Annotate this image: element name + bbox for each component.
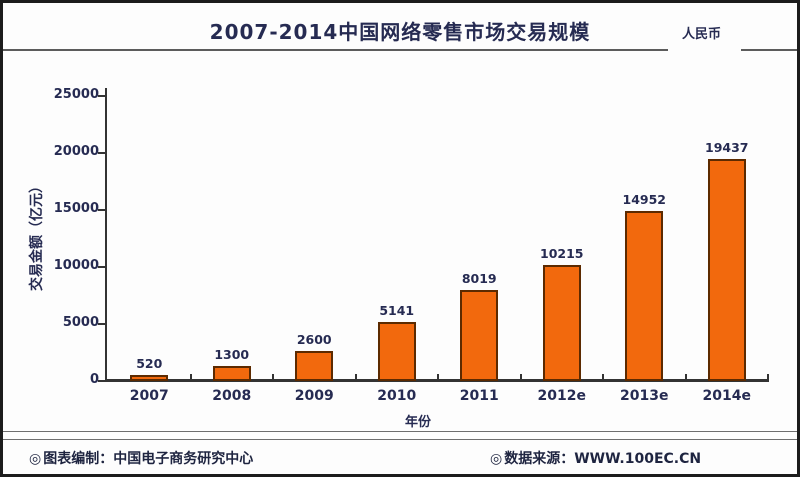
title-separator-right xyxy=(741,49,797,51)
footer-source: ◎ 数据来源：WWW.100EC.CN xyxy=(490,448,701,468)
bar-value-label: 10215 xyxy=(540,246,584,261)
y-axis-tick xyxy=(98,152,105,154)
y-axis-tick xyxy=(98,380,105,382)
y-axis-tick xyxy=(98,209,105,211)
y-axis-tick-label: 25000 xyxy=(53,87,99,102)
copyright-icon: ◎ xyxy=(29,451,42,467)
bar xyxy=(130,375,169,381)
title-band: 2007-2014中国网络零售市场交易规模 人民币 xyxy=(3,3,797,49)
y-axis-tick xyxy=(98,266,105,268)
title-separator-left xyxy=(3,49,668,51)
bar-value-label: 14952 xyxy=(622,192,667,207)
y-axis-tick-label: 10000 xyxy=(53,258,99,273)
bar-value-label: 1300 xyxy=(214,347,250,362)
x-axis-tick xyxy=(767,374,769,379)
bar-value-label: 19437 xyxy=(705,140,749,155)
x-category-label: 2010 xyxy=(377,388,417,404)
bar-value-label: 8019 xyxy=(461,271,497,286)
y-axis-tick xyxy=(98,95,105,97)
source-icon: ◎ xyxy=(490,451,503,467)
bar-value-label: 2600 xyxy=(296,332,332,347)
x-category-label: 2008 xyxy=(212,388,252,404)
bar xyxy=(212,366,251,381)
x-category-label: 2014e xyxy=(702,388,751,404)
x-category-label: 2012e xyxy=(537,388,586,404)
bar xyxy=(377,322,416,381)
x-axis-tick xyxy=(519,374,522,379)
y-axis-title: 交易金额（亿元） xyxy=(29,179,45,291)
y-axis-tick xyxy=(98,323,105,325)
y-axis-tick-label: 20000 xyxy=(53,144,99,159)
bar-value-label: 520 xyxy=(136,356,163,371)
footer-source-text: 数据来源：WWW.100EC.CN xyxy=(504,451,702,467)
y-axis-line xyxy=(105,88,107,381)
x-axis-tick xyxy=(602,374,604,379)
y-axis-tick-label: 15000 xyxy=(53,201,99,216)
x-axis-title: 年份 xyxy=(404,415,431,430)
x-axis-tick xyxy=(189,374,192,379)
currency-label: 人民币 xyxy=(681,27,721,42)
x-axis-tick xyxy=(684,374,687,379)
x-axis-line xyxy=(105,379,769,382)
x-category-label: 2009 xyxy=(294,388,334,404)
footer-credit-text: 图表编制：中国电子商务研究中心 xyxy=(43,451,254,467)
x-axis-tick xyxy=(272,374,274,379)
footer-separator-bottom xyxy=(3,439,797,440)
footer-credit: ◎ 图表编制：中国电子商务研究中心 xyxy=(29,448,253,468)
bar xyxy=(542,265,581,381)
x-category-label: 2011 xyxy=(459,388,499,404)
chart-title: 2007-2014中国网络零售市场交易规模 xyxy=(209,20,591,44)
footer: ◎ 图表编制：中国电子商务研究中心 ◎ 数据来源：WWW.100EC.CN xyxy=(3,440,797,474)
bar xyxy=(295,351,334,381)
y-axis-tick-label: 5000 xyxy=(62,315,99,330)
x-axis-tick xyxy=(437,374,439,379)
footer-separator-top xyxy=(3,431,797,432)
bar xyxy=(707,159,746,381)
bar xyxy=(625,211,664,381)
x-category-label: 2013e xyxy=(620,388,669,404)
bar-value-label: 5141 xyxy=(379,303,415,318)
chart-canvas: 2007-2014中国网络零售市场交易规模 人民币 交易金额（亿元） 0 5000… xyxy=(3,3,797,474)
x-category-label: 2007 xyxy=(129,388,169,404)
bar xyxy=(460,290,499,381)
y-axis-tick-label: 0 xyxy=(89,372,99,387)
x-axis-tick xyxy=(354,374,357,379)
